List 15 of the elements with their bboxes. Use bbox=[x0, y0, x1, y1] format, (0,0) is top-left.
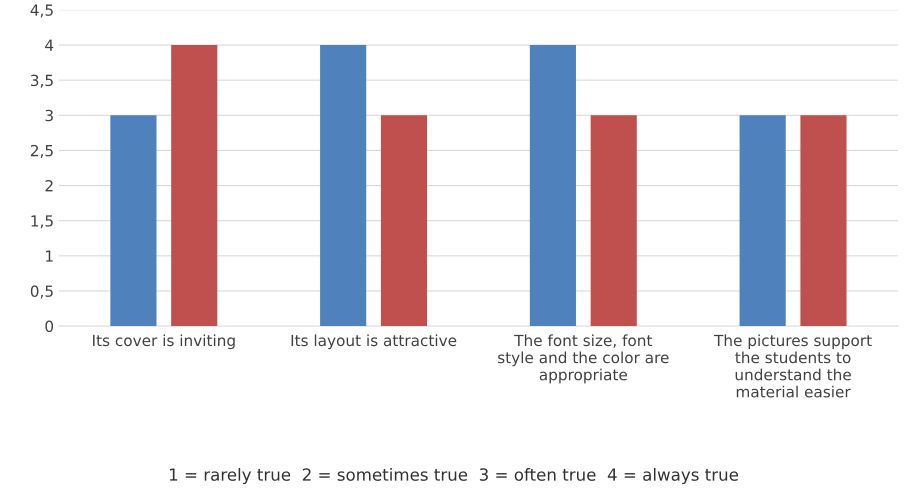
y-tick-label: 4,5 bbox=[30, 4, 53, 18]
y-tick-label: 0 bbox=[45, 320, 54, 332]
y-tick-label: 1 bbox=[46, 250, 53, 262]
text: 1 = rarely true 2 = sometimes true 3 = often true 4 = always true bbox=[170, 468, 738, 484]
x-tick-label: Its layout is attractive bbox=[292, 334, 456, 350]
y-tick-label: 1,5 bbox=[31, 215, 53, 228]
y-tick-label: 2 bbox=[45, 180, 53, 192]
y-tick-label: 3,5 bbox=[30, 74, 53, 88]
x-tick-label: The font size, font style and the color are appropriate bbox=[498, 334, 669, 384]
y-tick-label: 0,5 bbox=[30, 285, 53, 298]
y-tick-label: 3 bbox=[46, 110, 53, 122]
y-tick-label: 4 bbox=[45, 40, 54, 51]
x-tick-label: The pictures support the students to understand the material easier bbox=[714, 334, 872, 398]
y-tick-label: 2,5 bbox=[30, 144, 53, 158]
x-tick-label: Its cover is inviting bbox=[93, 334, 235, 350]
